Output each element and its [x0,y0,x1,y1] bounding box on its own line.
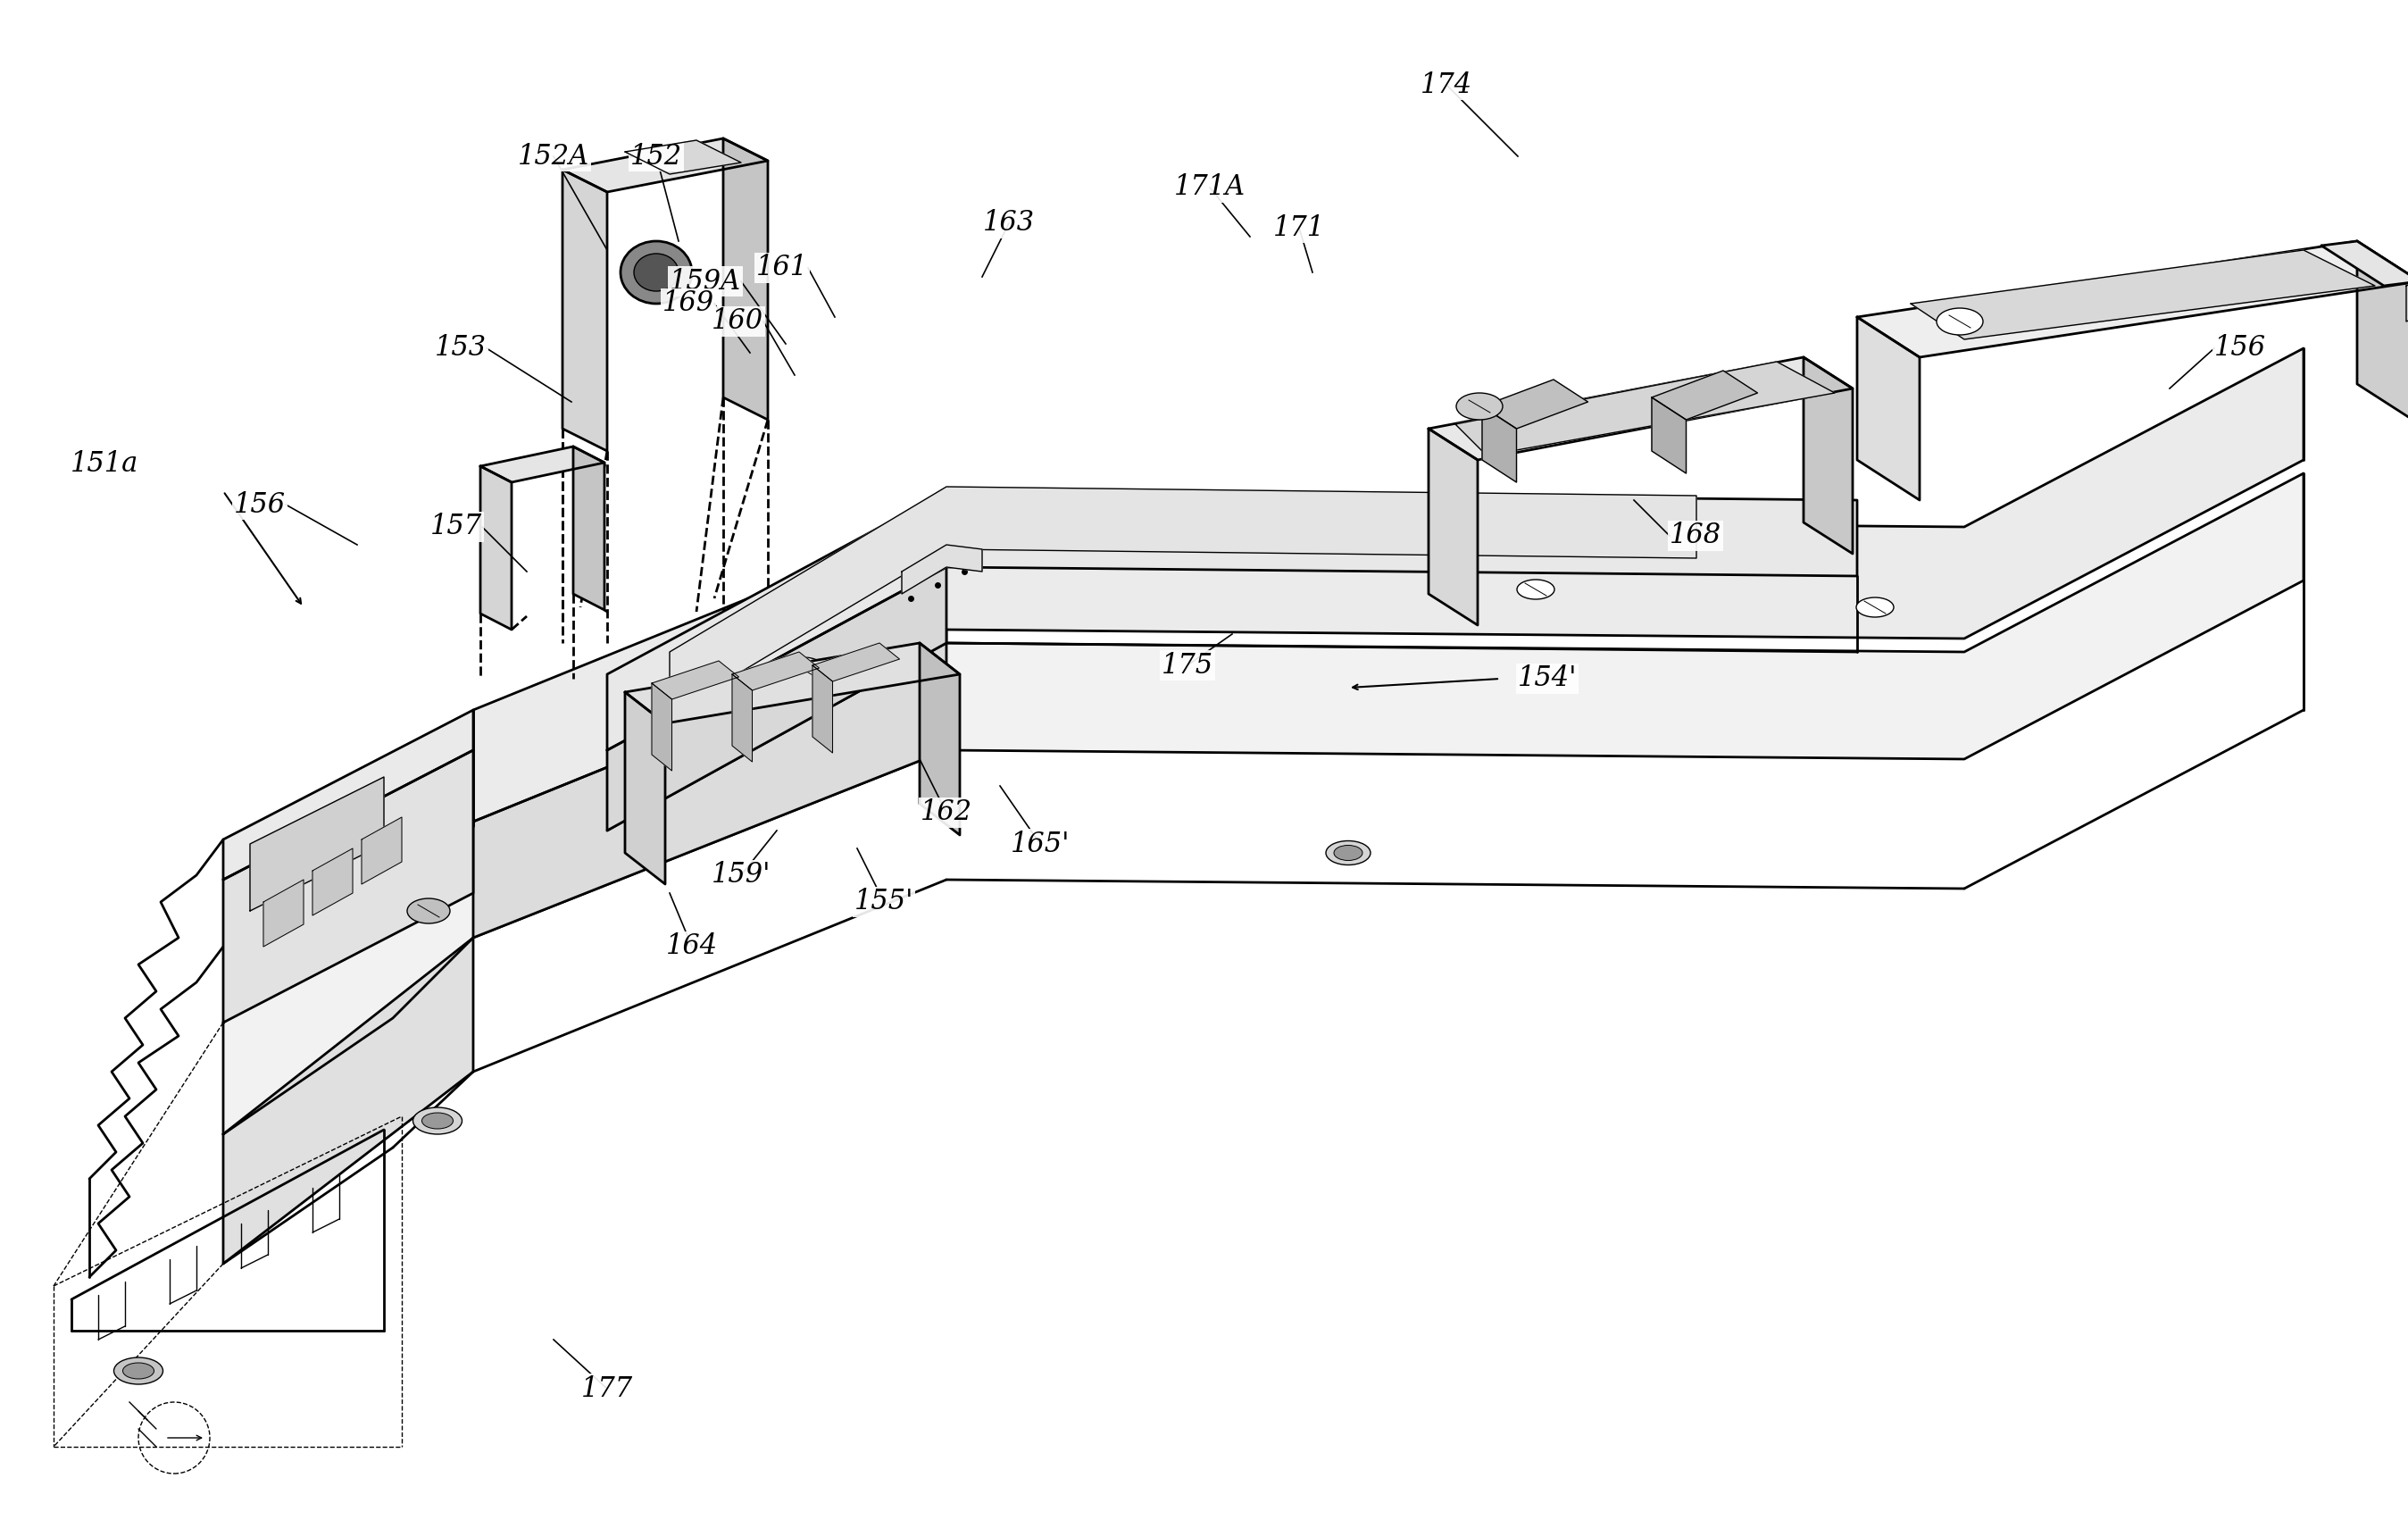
Text: 152A: 152A [518,143,590,170]
Text: 171: 171 [1274,214,1324,242]
Polygon shape [474,629,946,938]
Polygon shape [901,544,982,594]
Polygon shape [1481,380,1587,429]
Polygon shape [626,140,742,175]
Polygon shape [313,848,352,915]
Text: 152: 152 [631,143,681,170]
Polygon shape [224,938,474,1263]
Polygon shape [479,467,510,629]
Text: 156: 156 [234,491,287,518]
Polygon shape [607,491,1857,751]
Polygon shape [722,138,768,420]
Polygon shape [811,666,833,752]
Ellipse shape [1457,394,1503,420]
Polygon shape [1428,357,1852,461]
Polygon shape [732,675,751,762]
Ellipse shape [1327,841,1370,865]
Polygon shape [653,661,739,699]
Polygon shape [732,652,819,690]
Polygon shape [811,643,901,681]
Polygon shape [2357,242,2408,424]
Text: 169: 169 [662,290,715,318]
Polygon shape [653,682,672,771]
Polygon shape [1857,318,1919,500]
Ellipse shape [621,242,691,304]
Polygon shape [224,710,474,880]
Polygon shape [1652,397,1686,473]
Polygon shape [626,692,665,885]
Polygon shape [920,643,961,834]
Ellipse shape [1334,845,1363,860]
Polygon shape [1428,429,1479,625]
Text: 174: 174 [1421,71,1471,99]
Polygon shape [1910,251,2374,339]
Polygon shape [224,751,474,1023]
Text: 160: 160 [710,307,763,336]
Text: 157: 157 [431,514,482,541]
Polygon shape [1652,371,1758,420]
Ellipse shape [633,254,679,292]
Polygon shape [474,348,2304,822]
Polygon shape [563,138,768,192]
Polygon shape [224,473,2304,1134]
Ellipse shape [1857,597,1893,617]
Ellipse shape [123,1363,154,1379]
Polygon shape [563,170,607,451]
Polygon shape [262,880,303,947]
Text: 165': 165' [1011,830,1069,857]
Text: 177: 177 [580,1376,633,1403]
Ellipse shape [407,898,450,924]
Text: 161: 161 [756,254,809,281]
Text: 163: 163 [982,210,1035,237]
Text: 155': 155' [855,888,913,917]
Text: 159': 159' [710,862,771,889]
Polygon shape [1804,357,1852,553]
Text: 154': 154' [1517,664,1577,693]
Polygon shape [361,818,402,885]
Ellipse shape [1936,309,1984,334]
Text: 151a: 151a [70,450,137,479]
Text: 175: 175 [1161,652,1214,679]
Polygon shape [479,447,604,482]
Polygon shape [626,643,961,724]
Text: 153: 153 [436,334,486,362]
Ellipse shape [113,1357,164,1385]
Ellipse shape [421,1113,453,1129]
Text: 168: 168 [1669,521,1722,550]
Text: 164: 164 [667,933,718,961]
Text: 171A: 171A [1175,173,1245,201]
Ellipse shape [1517,579,1556,599]
Polygon shape [1857,242,2408,357]
Polygon shape [1481,406,1517,482]
Polygon shape [669,486,1695,714]
Text: 156: 156 [2215,334,2266,362]
Text: 162: 162 [920,800,973,827]
Polygon shape [250,777,383,910]
Polygon shape [1454,362,1835,456]
Ellipse shape [783,657,826,682]
Polygon shape [2321,242,2408,286]
Text: 159A: 159A [669,268,742,295]
Ellipse shape [412,1108,462,1134]
Polygon shape [607,567,946,830]
Polygon shape [573,447,604,610]
